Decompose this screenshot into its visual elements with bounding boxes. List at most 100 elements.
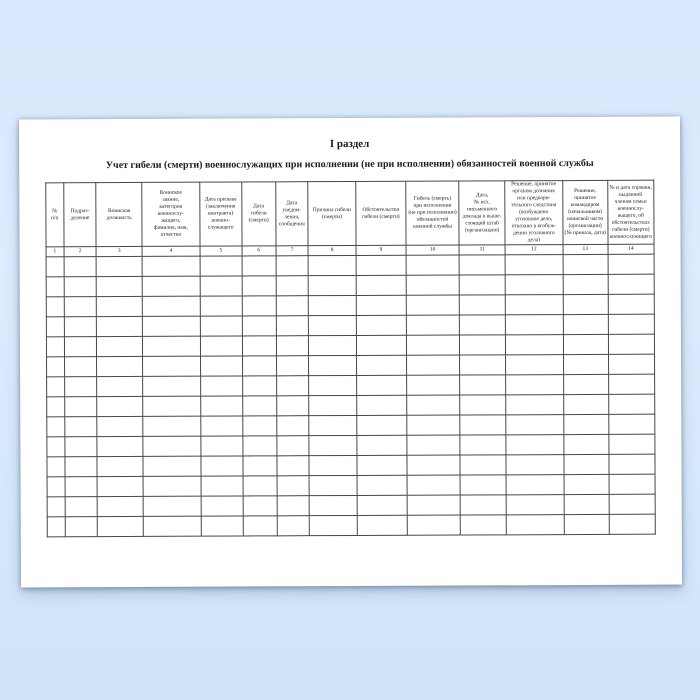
table-cell [563,454,609,475]
table-cell [97,436,144,457]
table-cell [200,455,243,477]
table-cell [308,415,357,436]
column-number-cell: 3 [96,246,143,257]
table-cell [242,395,277,416]
table-cell [506,494,564,515]
table-cell [563,494,609,515]
table-cell [276,335,309,356]
column-header-4: Воинское звание, категория военнослу- жа… [141,182,200,247]
table-cell [64,456,98,477]
column-header-10: Гибель (смерть) при исполнении (не при и… [405,181,460,246]
column-number-cell: 6 [241,245,276,256]
table-cell [308,335,357,356]
table-cell [406,435,461,456]
table-cell [308,455,358,476]
table-cell [143,456,201,477]
table-cell [356,395,407,416]
table-cell [405,255,460,276]
table-cell [505,374,564,395]
table-cell [142,436,201,457]
table-cell [406,355,460,376]
table-cell [97,456,144,477]
table-cell [142,376,201,397]
table-cell [459,254,506,276]
table-cell [276,455,310,476]
table-cell [608,514,656,535]
table-cell [46,336,65,357]
table-row [47,514,656,537]
table-cell [64,516,98,537]
table-cell [356,295,407,316]
table-cell [200,375,243,397]
table-cell [46,316,65,337]
table-cell [199,275,242,297]
table-cell [459,274,506,296]
table-cell [308,275,357,296]
column-number-cell: 5 [199,245,242,257]
table-cell [563,434,609,455]
table-cell [47,476,65,497]
table-cell [608,474,656,495]
table-cell [276,475,310,496]
column-header-9: Обстоятельства гибели (смерти) [355,181,406,246]
table-cell [505,414,564,435]
column-number-cell: 4 [142,246,200,257]
table-cell [64,436,98,457]
table-cell [356,275,407,296]
table-cell [608,454,656,475]
column-number-cell: 11 [459,244,506,256]
table-cell [505,394,564,415]
table-cell [142,416,201,437]
table-cell [506,514,565,535]
table-cell [505,334,564,355]
table-cell [200,395,243,417]
table-cell [562,254,608,275]
table-cell [200,335,243,357]
table-cell [607,254,655,275]
table-cell [357,515,408,536]
table-row [46,274,655,297]
table-cell [607,274,655,295]
table-cell [506,474,564,495]
table-cell [96,356,143,377]
table-cell [96,296,143,317]
table-cell [142,316,201,337]
table-row [46,294,655,317]
table-cell [276,295,309,316]
table-cell [276,435,309,456]
column-number-cell: 10 [405,245,460,256]
table-cell [96,336,143,357]
table-cell [46,456,65,477]
table-cell [356,375,407,396]
table-cell [142,256,200,277]
table-cell [200,295,243,317]
table-cell [356,255,407,276]
table-cell [356,415,407,436]
table-cell [46,416,65,437]
table-cell [242,515,278,536]
table-cell [97,516,144,537]
table-cell [460,474,507,496]
table-cell [64,416,98,437]
table-cell [97,476,144,497]
table-cell [142,396,201,417]
table-cell [459,314,506,336]
table-cell [96,316,143,337]
table-cell [608,374,655,395]
table-cell [308,395,357,416]
table-cell [200,475,243,497]
table-cell [241,275,277,296]
column-header-2: Подраз- деление [63,182,97,247]
table-cell [276,315,309,336]
table-cell [505,354,564,375]
table-cell [200,415,243,437]
table-cell [276,515,310,536]
column-number-cell: 1 [46,246,64,257]
table-cell [142,336,201,357]
table-cell [460,454,507,476]
table-cell [64,496,98,517]
table-cell [505,294,564,315]
table-cell [242,375,277,396]
table-cell [142,296,201,317]
table-cell [406,295,460,316]
